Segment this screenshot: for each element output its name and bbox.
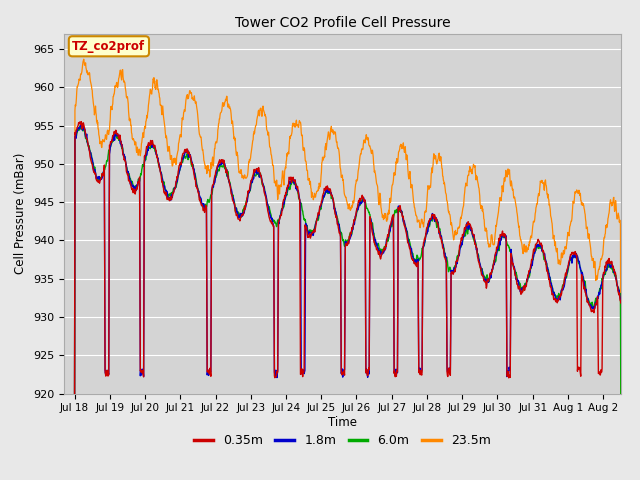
Title: Tower CO2 Profile Cell Pressure: Tower CO2 Profile Cell Pressure	[235, 16, 450, 30]
Text: TZ_co2prof: TZ_co2prof	[72, 40, 145, 53]
Y-axis label: Cell Pressure (mBar): Cell Pressure (mBar)	[15, 153, 28, 274]
Legend: 0.35m, 1.8m, 6.0m, 23.5m: 0.35m, 1.8m, 6.0m, 23.5m	[189, 429, 495, 452]
X-axis label: Time: Time	[328, 416, 357, 429]
